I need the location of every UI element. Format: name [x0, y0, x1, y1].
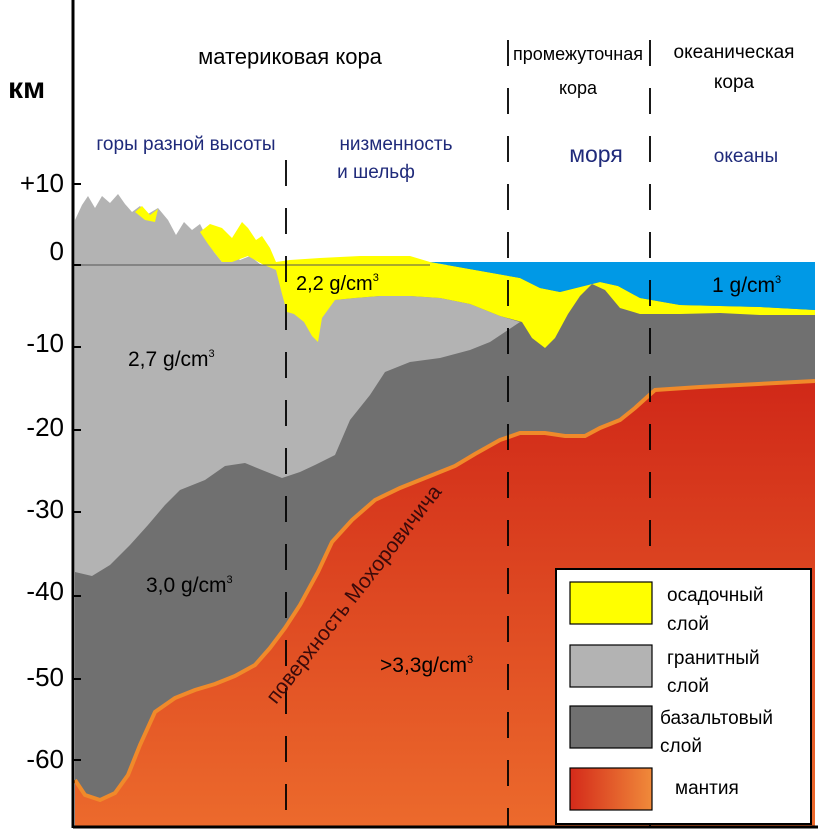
- density-granite-value: 2,7 g/cm: [128, 348, 209, 371]
- y-tick-label: -50: [26, 662, 64, 692]
- y-tick-label: -60: [26, 744, 64, 774]
- y-tick-label: -10: [26, 328, 64, 358]
- y-axis-labels: +10 0 -10 -20 -30 -40 -50 -60: [20, 168, 64, 774]
- y-tick-label: 0: [50, 236, 64, 266]
- density-water: 1 g/cm3: [712, 274, 781, 297]
- legend-label-basalt-line2: слой: [660, 736, 702, 757]
- zone-continental-crust: материковая кора: [198, 44, 383, 69]
- region-oceans: океаны: [714, 146, 778, 167]
- region-lowland-line2: и шельф: [337, 162, 415, 183]
- legend-label-granite-line2: слой: [667, 676, 709, 697]
- zone-oceanic-line1: океаническая: [674, 42, 795, 63]
- moho-boundary-line: [73, 379, 816, 803]
- legend-label-sediment-line1: осадочный: [667, 585, 764, 606]
- density-basalt-value: 3,0 g/cm: [146, 574, 227, 597]
- legend-swatch-mantle: [569, 767, 653, 811]
- zone-transitional-line1: промежуточная: [513, 44, 643, 64]
- sediment-layer: [135, 206, 815, 348]
- density-water-value: 1 g/cm: [712, 274, 775, 297]
- y-tick-label: +10: [20, 168, 64, 198]
- y-tick-label: -30: [26, 494, 64, 524]
- zone-transitional-line2: кора: [559, 78, 598, 98]
- density-granite-exponent: 3: [209, 348, 215, 360]
- zone-dividers: [285, 40, 651, 828]
- density-sediment-value: 2,2 g/cm: [296, 273, 373, 295]
- y-tick-label: -40: [26, 576, 64, 606]
- y-axis-ticks: [73, 183, 81, 761]
- y-axis-unit: км: [8, 72, 45, 105]
- water-layer: [430, 262, 815, 310]
- density-basalt-exponent: 3: [227, 574, 233, 586]
- y-tick-label: -20: [26, 412, 64, 442]
- legend: осадочный слой гранитный слой базальтовы…: [555, 568, 812, 825]
- granite-layer: [75, 194, 520, 576]
- legend-label-mantle: мантия: [675, 778, 739, 799]
- legend-label-basalt-line1: базальтовый: [660, 708, 773, 729]
- density-basalt: 3,0 g/cm3: [146, 574, 233, 597]
- density-mantle-value: >3,3g/cm: [380, 654, 467, 677]
- density-mantle-exponent: 3: [467, 654, 473, 666]
- region-mountains: горы разной высоты: [96, 134, 275, 155]
- legend-label-granite-line1: гранитный: [667, 648, 760, 669]
- density-sediment-exponent: 3: [373, 272, 379, 284]
- legend-swatch-sediment: [569, 581, 653, 625]
- zone-oceanic-line2: кора: [714, 72, 755, 93]
- legend-swatch-basalt: [569, 705, 653, 749]
- region-seas: моря: [569, 141, 623, 167]
- density-water-exponent: 3: [775, 274, 781, 286]
- region-lowland-line1: низменность: [339, 134, 452, 155]
- density-sediment: 2,2 g/cm3: [296, 272, 379, 295]
- density-granite: 2,7 g/cm3: [128, 348, 215, 371]
- legend-label-sediment-line2: слой: [667, 614, 709, 635]
- density-mantle: >3,3g/cm3: [380, 654, 473, 677]
- legend-swatch-granite: [569, 644, 653, 688]
